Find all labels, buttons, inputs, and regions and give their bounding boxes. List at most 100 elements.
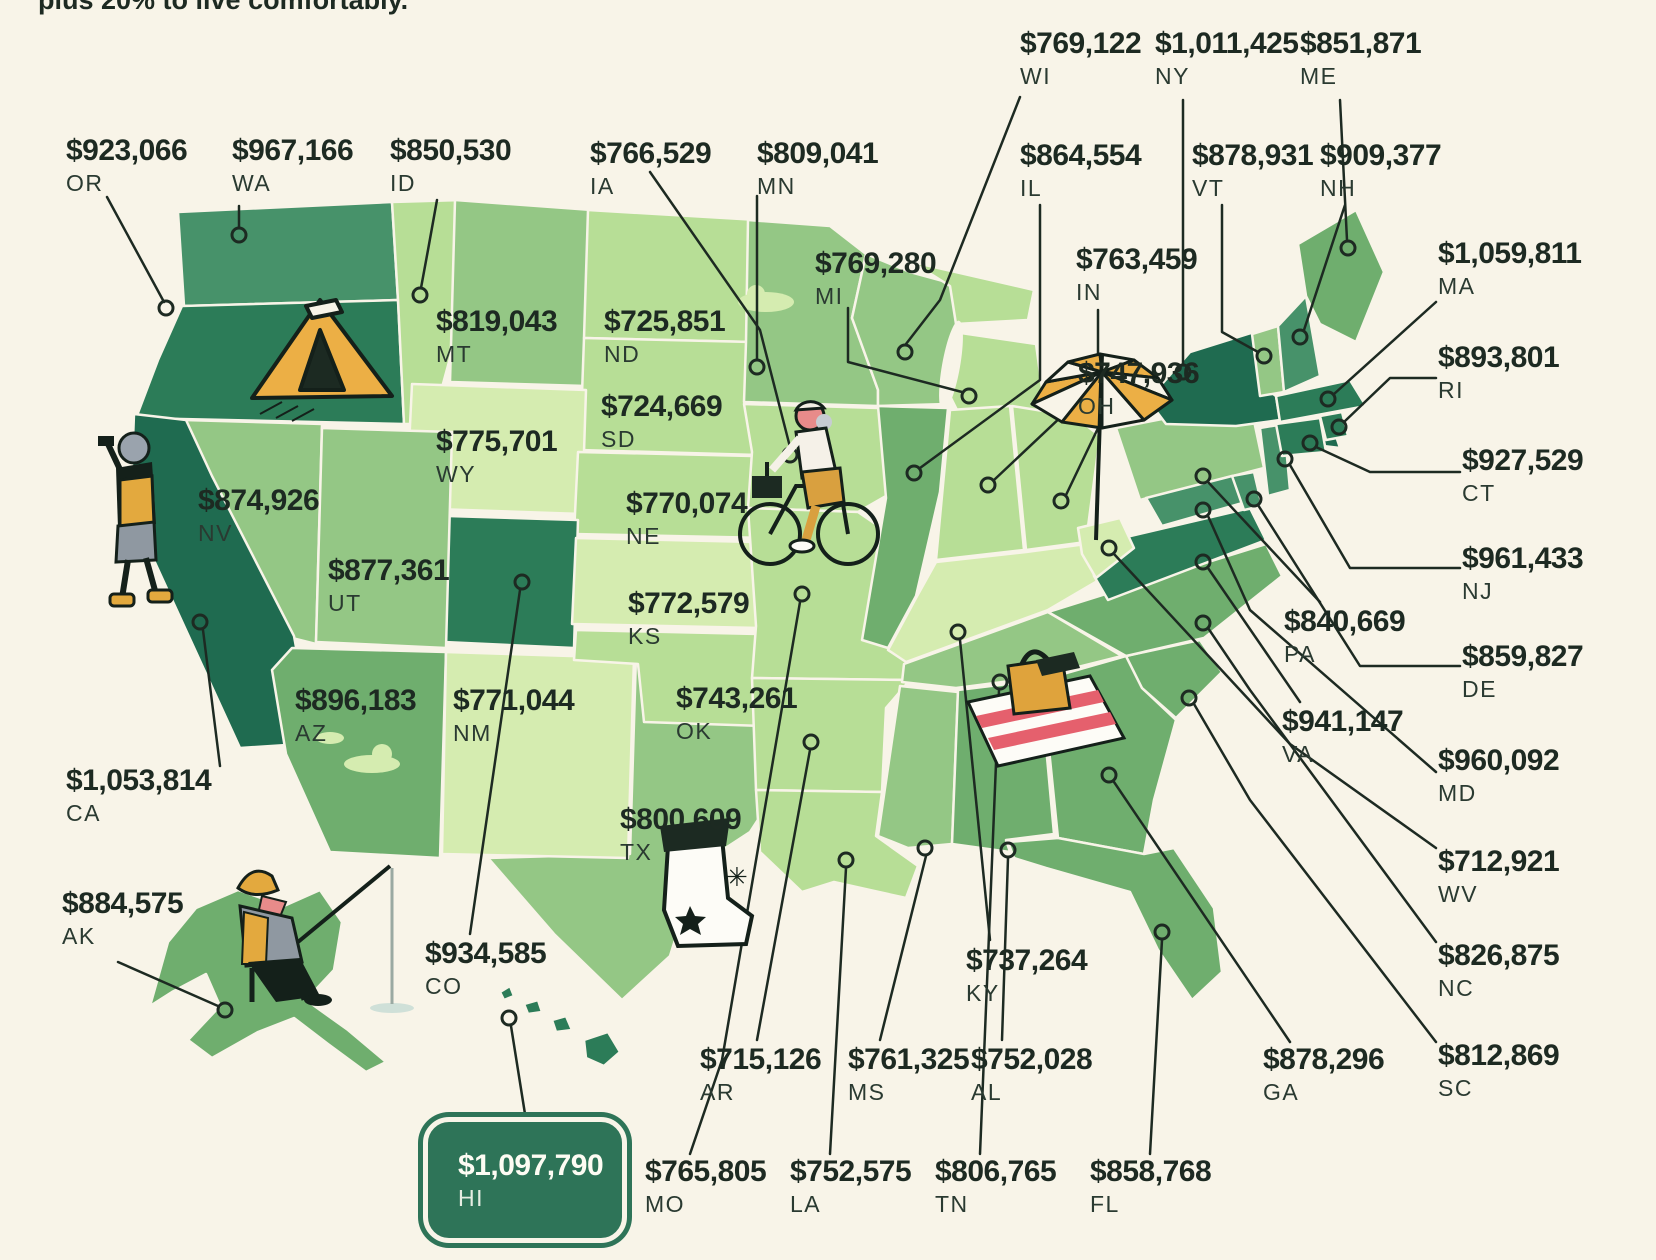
state-code: TN: [935, 1191, 969, 1217]
state-value: $859,827: [1462, 640, 1584, 673]
state-label-ga: $878,296 GA: [1263, 1044, 1385, 1105]
state-value: $772,579: [628, 587, 750, 620]
state-label-wv: $712,921 WV: [1438, 846, 1560, 907]
state-value: $858,768: [1090, 1155, 1212, 1188]
svg-text:✳: ✳: [726, 863, 748, 893]
state-code: MT: [436, 341, 473, 367]
state-value: $769,122: [1020, 27, 1142, 60]
state-label-tn: $806,765 TN: [935, 1156, 1057, 1217]
state-value: $800,609: [620, 803, 742, 836]
state-value: $1,097,790: [458, 1148, 604, 1182]
state-code: OK: [676, 718, 713, 744]
state-shape-de: [1230, 470, 1264, 512]
state-label-wa: $967,166 WA: [232, 134, 354, 196]
state-label-mt: $819,043 MT: [436, 306, 558, 367]
state-shape-ar: [750, 676, 912, 794]
state-code: AK: [62, 923, 96, 949]
state-label-ar: $715,126 AR: [700, 1044, 822, 1105]
state-code: UT: [328, 590, 362, 616]
state-value: $1,011,425: [1155, 27, 1299, 60]
state-value: $812,869: [1438, 1039, 1560, 1072]
state-code: CT: [1462, 480, 1496, 506]
state-code: ID: [390, 170, 416, 196]
state-value: $884,575: [62, 887, 184, 920]
state-label-ut: $877,361 UT: [328, 554, 450, 616]
state-shape-mi-upper: [910, 260, 1036, 326]
state-code: DE: [1462, 676, 1497, 702]
state-value: $761,325: [848, 1043, 970, 1076]
state-shape-ms: [876, 684, 960, 850]
state-label-sd: $724,669 SD: [601, 391, 723, 452]
state-value: $809,041: [757, 137, 879, 170]
state-value: $909,377: [1320, 139, 1442, 172]
umbrella-icon: [1030, 352, 1174, 541]
state-value: $851,871: [1300, 27, 1422, 60]
state-label-or: $923,066 OR: [66, 134, 188, 196]
state-value: $725,851: [604, 305, 726, 338]
state-shape-ri: [1318, 410, 1350, 442]
state-value: $765,805: [645, 1155, 767, 1188]
state-label-ri: $893,801 RI: [1438, 342, 1560, 403]
state-shape-nc: [1046, 542, 1284, 658]
state-label-nd: $725,851 ND: [604, 305, 726, 367]
state-code: AL: [971, 1079, 1003, 1105]
state-code: MI: [815, 283, 844, 309]
state-code: CO: [425, 973, 463, 999]
state-label-fl: $858,768 FL: [1090, 1155, 1212, 1217]
state-code: AZ: [295, 720, 328, 746]
state-shape-ct: [1274, 416, 1328, 458]
state-value: $923,066: [66, 134, 188, 167]
state-code: IN: [1076, 279, 1102, 305]
state-label-ms: $761,325 MS: [848, 1043, 970, 1105]
state-value: $864,554: [1020, 139, 1142, 172]
fisherman-icon: [236, 864, 414, 1013]
state-code: MS: [848, 1079, 886, 1105]
state-label-la: $752,575 LA: [790, 1156, 912, 1217]
state-label-ny: $1,011,425 NY: [1155, 28, 1299, 89]
state-label-mo: $765,805 MO: [645, 1155, 767, 1217]
state-shape-wa: [176, 200, 400, 308]
state-code: NH: [1320, 175, 1357, 201]
state-code: CA: [66, 800, 101, 826]
state-label-id: $850,530 ID: [390, 135, 512, 196]
state-label-ct: $927,529 CT: [1462, 444, 1584, 506]
state-label-vt: $878,931 VT: [1192, 139, 1314, 201]
state-shape-hi-islands: [498, 984, 622, 1068]
hiker-icon: [98, 431, 174, 608]
state-code: LA: [790, 1191, 822, 1217]
state-label-tx: $800,609 TX: [620, 803, 742, 865]
state-value: $826,875: [1438, 939, 1560, 972]
state-value: $769,280: [815, 247, 937, 280]
state-value: $743,261: [676, 682, 798, 715]
state-code: ME: [1300, 63, 1338, 89]
state-value: $967,166: [232, 134, 354, 167]
state-label-mi: $769,280 MI: [815, 247, 937, 309]
state-value: $960,092: [1438, 744, 1560, 777]
state-code: KS: [628, 623, 662, 649]
state-code: HI: [458, 1184, 484, 1211]
state-value: $927,529: [1462, 444, 1584, 477]
state-label-ks: $772,579 KS: [628, 587, 750, 649]
state-shape-fl: [1006, 836, 1224, 1002]
state-label-ma: $1,059,811 MA: [1438, 238, 1582, 299]
state-value: $878,931: [1192, 139, 1314, 172]
state-label-nm: $771,044 NM: [453, 685, 575, 746]
state-label-ne: $770,074 NE: [626, 488, 748, 549]
state-code: PA: [1284, 641, 1316, 667]
state-label-mn: $809,041 MN: [757, 137, 879, 199]
state-label-ky: $737,264 KY: [966, 945, 1088, 1006]
state-code: MD: [1438, 780, 1477, 806]
state-code: AR: [700, 1079, 735, 1105]
state-value: $877,361: [328, 554, 450, 587]
state-code: GA: [1263, 1079, 1300, 1105]
state-shape-ut: [314, 426, 454, 650]
state-value: $1,059,811: [1438, 237, 1582, 270]
state-code: WI: [1020, 63, 1052, 89]
state-label-nv: $874,926 NV: [198, 485, 320, 546]
state-label-de: $859,827 DE: [1462, 640, 1584, 702]
state-label-wi: $769,122 WI: [1020, 27, 1142, 89]
state-label-nj: $961,433 NJ: [1462, 542, 1584, 604]
state-value: $961,433: [1462, 542, 1584, 575]
state-code: VA: [1282, 741, 1314, 767]
state-label-hi-badge: $1,097,790 HI: [423, 1117, 627, 1243]
